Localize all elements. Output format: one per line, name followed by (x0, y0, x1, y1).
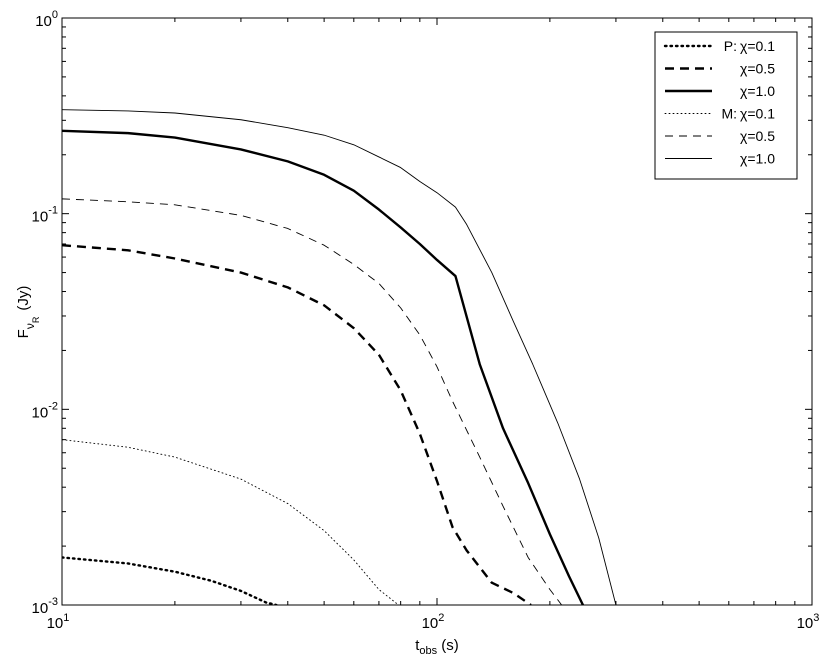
x-axis-label: tobs (s) (415, 637, 459, 657)
legend-label-1: χ=0.1 (740, 38, 775, 54)
series-line-6 (62, 109, 617, 605)
x-tick-label: 102 (422, 612, 445, 632)
y-tick-label: 10-1 (32, 205, 58, 226)
legend-label-2: χ=0.5 (740, 61, 775, 77)
y-tick-label-exp: -1 (48, 205, 58, 217)
legend-entries: P: χ=0.1χ=0.5χ=1.0M: χ=0.1χ=0.5χ=1.0 (663, 38, 775, 167)
legend: P: χ=0.1χ=0.5χ=1.0M: χ=0.1χ=0.5χ=1.0 (654, 31, 798, 180)
legend-label-5: χ=0.5 (740, 128, 775, 144)
y-tick-label: 100 (35, 9, 58, 30)
x-tick-label: 103 (797, 612, 820, 632)
x-tick-label-exp: 3 (813, 612, 819, 624)
legend-label-3: χ=1.0 (740, 83, 775, 99)
y-axis-label: FνR (Jy) (15, 286, 41, 339)
series-line-1 (62, 556, 278, 605)
x-tick-label-exp: 2 (438, 612, 444, 624)
legend-prefix-1: P: (724, 38, 737, 54)
y-tick-label-exp: -3 (48, 596, 58, 608)
y-tick-label: 10-2 (32, 400, 58, 421)
series-line-4 (62, 439, 400, 605)
x-axis-label-sub: obs (419, 645, 437, 657)
x-axis-label-main: t (415, 637, 420, 654)
x-tick-label: 101 (47, 612, 70, 632)
series-line-3 (62, 129, 585, 605)
y-tick-label-exp: 0 (52, 9, 58, 21)
x-tick-label-base: 10 (47, 615, 64, 632)
series-line-5 (62, 198, 563, 605)
legend-prefix-4: M: (721, 106, 737, 122)
y-axis-label-subsub: R (31, 316, 41, 323)
y-axis-label-unit: (Jy) (15, 286, 32, 311)
y-tick-label-exp: -2 (48, 400, 58, 412)
y-axis-label-sub: ν (23, 323, 37, 329)
y-tick-label-base: 10 (32, 404, 49, 421)
legend-box (654, 31, 798, 180)
series-layer (62, 109, 617, 605)
y-tick-label-base: 10 (32, 209, 49, 226)
y-axis-label-main: F (15, 329, 32, 338)
x-tick-label-exp: 1 (63, 612, 69, 624)
legend-label-4: χ=0.1 (740, 106, 775, 122)
x-tick-label-base: 10 (422, 615, 439, 632)
series-line-2 (62, 244, 532, 605)
y-tick-label-base: 10 (32, 600, 49, 617)
y-tick-label-base: 10 (35, 13, 52, 30)
legend-label-6: χ=1.0 (740, 151, 775, 167)
y-tick-label: 10-3 (32, 596, 58, 617)
x-axis-label-unit: (s) (437, 637, 459, 654)
x-tick-label-base: 10 (797, 615, 814, 632)
